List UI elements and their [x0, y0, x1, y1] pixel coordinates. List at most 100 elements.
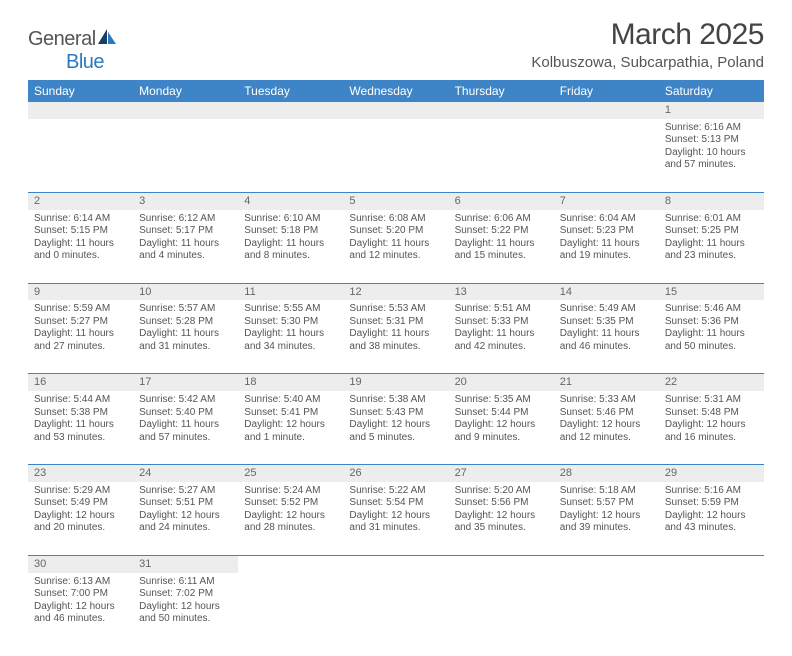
sunset: Sunset: 7:02 PM — [139, 588, 232, 601]
sunrise: Sunrise: 5:22 AM — [349, 485, 442, 498]
day-details: Sunrise: 5:18 AMSunset: 5:57 PMDaylight:… — [554, 483, 659, 555]
daylight: Daylight: 12 hours and 9 minutes. — [455, 419, 548, 444]
weekday-header: Wednesday — [343, 80, 448, 102]
calendar-cell: 1Sunrise: 6:16 AMSunset: 5:13 PMDaylight… — [659, 102, 764, 192]
sunrise: Sunrise: 5:53 AM — [349, 303, 442, 316]
daylight: Daylight: 11 hours and 19 minutes. — [560, 238, 653, 263]
calendar-cell: 17 Sunrise: 5:42 AMSunset: 5:40 PMDayligh… — [133, 374, 238, 465]
location: Kolbuszowa, Subcarpathia, Poland — [531, 54, 764, 71]
day-details: Sunrise: 6:16 AMSunset: 5:13 PMDaylight:… — [659, 120, 764, 192]
calendar-cell: 18Sunrise: 5:40 AMSunset: 5:41 PMDayligh… — [238, 374, 343, 465]
day-details: Sunrise: 5:59 AMSunset: 5:27 PMDaylight:… — [28, 301, 133, 373]
sunset: Sunset: 5:51 PM — [139, 497, 232, 510]
sunset: Sunset: 5:28 PM — [139, 316, 232, 329]
calendar-document: GeneralBlue March 2025 Kolbuszowa, Subca… — [0, 0, 792, 656]
day-number: 12 — [343, 284, 448, 301]
calendar-cell — [238, 555, 343, 645]
day-details: Sunrise: 5:20 AMSunset: 5:56 PMDaylight:… — [449, 483, 554, 555]
sunrise: Sunrise: 6:06 AM — [455, 213, 548, 226]
sunrise: Sunrise: 6:16 AM — [665, 122, 758, 135]
sunrise: Sunrise: 5:38 AM — [349, 394, 442, 407]
calendar-week: 23Sunrise: 5:29 AMSunset: 5:49 PMDayligh… — [28, 465, 764, 556]
sunrise: Sunrise: 5:46 AM — [665, 303, 758, 316]
sunset: Sunset: 5:46 PM — [560, 407, 653, 420]
day-details: Sunrise: 6:11 AMSunset: 7:02 PMDaylight:… — [133, 574, 238, 646]
calendar-cell: 11Sunrise: 5:55 AMSunset: 5:30 PMDayligh… — [238, 283, 343, 374]
day-details: Sunrise: 5:44 AMSunset: 5:38 PMDaylight:… — [28, 392, 133, 464]
daylight: Daylight: 11 hours and 57 minutes. — [139, 419, 232, 444]
sunrise: Sunrise: 5:24 AM — [244, 485, 337, 498]
calendar-cell: 16Sunrise: 5:44 AMSunset: 5:38 PMDayligh… — [28, 374, 133, 465]
empty-day — [28, 102, 133, 119]
day-number: 23 — [28, 465, 133, 482]
day-number: 30 — [28, 556, 133, 573]
sunrise: Sunrise: 5:31 AM — [665, 394, 758, 407]
sunset: Sunset: 5:41 PM — [244, 407, 337, 420]
daylight: Daylight: 12 hours and 31 minutes. — [349, 510, 442, 535]
empty-day — [238, 102, 343, 119]
day-number: 18 — [238, 374, 343, 391]
daylight: Daylight: 11 hours and 4 minutes. — [139, 238, 232, 263]
sunrise: Sunrise: 5:51 AM — [455, 303, 548, 316]
day-details: Sunrise: 5:31 AMSunset: 5:48 PMDaylight:… — [659, 392, 764, 464]
daylight: Daylight: 11 hours and 15 minutes. — [455, 238, 548, 263]
day-number: 15 — [659, 284, 764, 301]
sunset: Sunset: 5:13 PM — [665, 134, 758, 147]
calendar-cell: 12Sunrise: 5:53 AMSunset: 5:31 PMDayligh… — [343, 283, 448, 374]
sunrise: Sunrise: 5:49 AM — [560, 303, 653, 316]
daylight: Daylight: 12 hours and 50 minutes. — [139, 601, 232, 626]
day-number: 5 — [343, 193, 448, 210]
sunset: Sunset: 5:15 PM — [34, 225, 127, 238]
daylight: Daylight: 11 hours and 31 minutes. — [139, 328, 232, 353]
daylight: Daylight: 11 hours and 50 minutes. — [665, 328, 758, 353]
calendar-cell: 24Sunrise: 5:27 AMSunset: 5:51 PMDayligh… — [133, 465, 238, 556]
weekday-header: Saturday — [659, 80, 764, 102]
sunset: Sunset: 5:35 PM — [560, 316, 653, 329]
calendar-cell — [659, 555, 764, 645]
calendar-week: 16Sunrise: 5:44 AMSunset: 5:38 PMDayligh… — [28, 374, 764, 465]
daylight: Daylight: 11 hours and 42 minutes. — [455, 328, 548, 353]
day-details: Sunrise: 5:53 AMSunset: 5:31 PMDaylight:… — [343, 301, 448, 373]
day-number: 28 — [554, 465, 659, 482]
day-details: Sunrise: 5:22 AMSunset: 5:54 PMDaylight:… — [343, 483, 448, 555]
empty-day — [343, 102, 448, 119]
weekday-header: Thursday — [449, 80, 554, 102]
daylight: Daylight: 11 hours and 53 minutes. — [34, 419, 127, 444]
day-details: Sunrise: 5:40 AMSunset: 5:41 PMDaylight:… — [238, 392, 343, 464]
sunrise: Sunrise: 5:18 AM — [560, 485, 653, 498]
sunset: Sunset: 7:00 PM — [34, 588, 127, 601]
calendar-cell: 20Sunrise: 5:35 AMSunset: 5:44 PMDayligh… — [449, 374, 554, 465]
calendar-cell: 15Sunrise: 5:46 AMSunset: 5:36 PMDayligh… — [659, 283, 764, 374]
day-number: 22 — [659, 374, 764, 391]
daylight: Daylight: 11 hours and 34 minutes. — [244, 328, 337, 353]
daylight: Daylight: 12 hours and 28 minutes. — [244, 510, 337, 535]
calendar-cell — [343, 102, 448, 192]
day-number: 8 — [659, 193, 764, 210]
sunset: Sunset: 5:54 PM — [349, 497, 442, 510]
sunrise: Sunrise: 6:08 AM — [349, 213, 442, 226]
day-details: Sunrise: 5:57 AMSunset: 5:28 PMDaylight:… — [133, 301, 238, 373]
day-number: 20 — [449, 374, 554, 391]
daylight: Daylight: 12 hours and 46 minutes. — [34, 601, 127, 626]
day-number: 17 — [133, 374, 238, 391]
daylight: Daylight: 12 hours and 12 minutes. — [560, 419, 653, 444]
sunrise: Sunrise: 5:59 AM — [34, 303, 127, 316]
daylight: Daylight: 11 hours and 8 minutes. — [244, 238, 337, 263]
daylight: Daylight: 12 hours and 24 minutes. — [139, 510, 232, 535]
day-details: Sunrise: 5:29 AMSunset: 5:49 PMDaylight:… — [28, 483, 133, 555]
day-number: 7 — [554, 193, 659, 210]
weekday-header: Sunday — [28, 80, 133, 102]
sunrise: Sunrise: 5:27 AM — [139, 485, 232, 498]
calendar-cell: 19Sunrise: 5:38 AMSunset: 5:43 PMDayligh… — [343, 374, 448, 465]
sunrise: Sunrise: 5:40 AM — [244, 394, 337, 407]
sunrise: Sunrise: 5:44 AM — [34, 394, 127, 407]
sunset: Sunset: 5:40 PM — [139, 407, 232, 420]
calendar-cell — [554, 102, 659, 192]
day-number: 19 — [343, 374, 448, 391]
day-number: 21 — [554, 374, 659, 391]
day-details: Sunrise: 6:10 AMSunset: 5:18 PMDaylight:… — [238, 211, 343, 283]
day-number: 14 — [554, 284, 659, 301]
sunrise: Sunrise: 5:42 AM — [139, 394, 232, 407]
day-details: Sunrise: 5:35 AMSunset: 5:44 PMDaylight:… — [449, 392, 554, 464]
sunrise: Sunrise: 6:10 AM — [244, 213, 337, 226]
